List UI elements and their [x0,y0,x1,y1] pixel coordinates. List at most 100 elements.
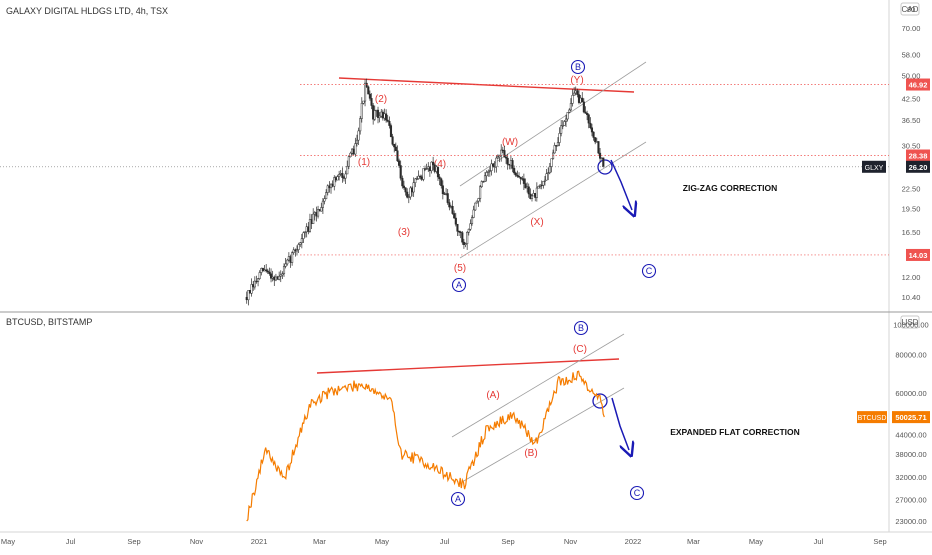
candle [482,180,485,183]
candle [248,289,252,294]
price-tick-label: 27000.00 [895,496,926,505]
wave-label-c-bottom: C [634,488,641,498]
level-price-tag: 14.03 [906,248,930,261]
wave-circle-b-bottom [573,320,589,336]
candle [492,163,495,168]
candle [597,141,600,155]
price-tick-label: 100000.00 [893,321,928,330]
candle [357,127,360,145]
candle [355,134,358,147]
currency-badge-bottom[interactable] [900,315,920,329]
svg-text:28.38: 28.38 [909,152,928,161]
candle [354,137,357,157]
candle [407,194,410,204]
bottom-channel-upper[interactable] [451,333,625,438]
candle [308,213,311,233]
candle [359,116,362,135]
candle [349,151,352,158]
candle [511,157,514,173]
wave-circle-a-top [451,277,467,293]
svg-text:14.03: 14.03 [909,251,928,260]
price-tags: 46.92 28.38 14.03 26.20 GLXY 50025.71 BTCUSD [857,78,930,424]
time-tick-label: Nov [190,537,204,546]
candle [304,231,307,238]
top-resistance-line[interactable] [338,77,635,93]
candle [388,116,391,129]
candle [516,170,519,178]
candle [325,189,328,200]
candle [475,200,478,204]
ticker-tag-box-top [862,160,886,173]
candle [295,245,299,256]
candle [261,267,264,272]
candle [563,120,566,127]
candle [362,100,365,105]
candle [467,228,470,236]
price-tick-label: 36.50 [902,116,921,125]
time-scale[interactable]: May Jul Sep Nov 2021 Mar May Jul Sep Nov 2022 Mar Ma… [1,537,887,546]
candle [571,89,574,107]
candle [402,180,406,190]
time-tick-label: May [749,537,763,546]
candle [253,276,256,290]
top-channel-lower[interactable] [459,141,647,259]
candle [561,120,564,130]
bottom-resistance-line[interactable] [316,358,620,374]
wave-circle-b-top [570,59,586,75]
candle [299,242,302,247]
bottom-price-scale[interactable]: 100000.00 80000.00 60000.00 44000.00 38000.0… [893,321,928,526]
candle [406,188,409,199]
wave-label-a-top: A [456,280,462,290]
candle [341,167,344,183]
candle [338,170,341,181]
candle [415,176,418,181]
candle [389,123,393,138]
candle [553,142,556,154]
candle [582,98,585,114]
candle [594,137,597,145]
candle [524,178,527,189]
ticker-tag-bottom: BTCUSD [858,415,887,422]
svg-text:46.92: 46.92 [909,81,928,90]
currency-badge-top[interactable] [900,2,920,16]
candle [398,158,401,168]
time-tick-label: Sep [127,537,140,546]
candle [323,195,326,205]
candle [367,85,370,95]
time-tick-label: Jul [814,537,824,546]
candle [247,290,250,306]
candle [346,160,349,175]
top-price-scale[interactable]: 80 70.00 58.00 50.00 42.50 36.50 30.50 22.50 19.… [902,5,921,302]
time-tick-label: Jul [66,537,76,546]
candle [474,202,477,211]
candle [566,112,569,122]
bottom-channel-lower[interactable] [461,387,625,483]
candle [514,171,517,178]
candle [414,177,417,188]
candle [258,270,261,280]
candle [399,160,402,181]
price-tick-label: 19.50 [902,204,921,213]
wave-label-a-bottom: A [455,494,461,504]
price-level-lines [0,84,889,256]
bottom-break-circle [592,393,608,409]
wave-circle-a-bottom [450,491,466,507]
candle [573,87,576,96]
price-tick-label: 32000.00 [895,473,926,482]
candle [321,198,324,214]
expanded-flat-annotation: EXPANDED FLAT CORRECTION [670,427,800,437]
candle [312,208,315,225]
price-tick-label: 12.00 [902,273,921,282]
candle [386,115,389,123]
level-price-tag: 28.38 [906,149,930,162]
price-tick-label: 10.40 [902,293,921,302]
candle [589,117,592,130]
currency-label-top: CAD [902,5,919,14]
candle [556,137,559,147]
candle [436,166,440,181]
glxy-candles [245,78,605,306]
top-chart-title: GALAXY DIGITAL HLDGS LTD, 4h, TSX [6,6,168,16]
